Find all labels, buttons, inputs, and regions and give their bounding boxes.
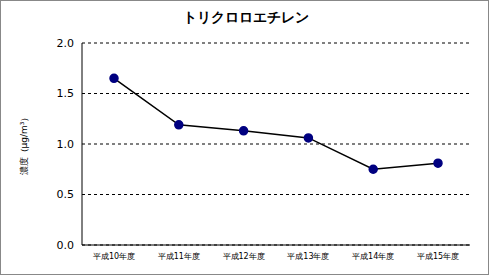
svg-text:濃度（μg/m³）: 濃度（μg/m³） (19, 113, 29, 176)
svg-text:0.0: 0.0 (57, 239, 75, 252)
svg-text:2.0: 2.0 (57, 37, 75, 50)
svg-text:1.0: 1.0 (57, 138, 75, 151)
svg-text:平成12年度: 平成12年度 (223, 252, 265, 261)
html-text:トリクロロエチレン: トリクロロエチレン (182, 9, 309, 25)
svg-text:0.5: 0.5 (57, 188, 75, 201)
svg-text:平成14年度: 平成14年度 (352, 252, 394, 261)
svg-text:平成11年度: 平成11年度 (158, 252, 200, 261)
svg-text:平成15年度: 平成15年度 (417, 252, 459, 261)
svg-text:1.5: 1.5 (57, 87, 75, 100)
svg-text:平成10年度: 平成10年度 (93, 252, 135, 261)
svg-text:平成13年度: 平成13年度 (287, 252, 329, 261)
